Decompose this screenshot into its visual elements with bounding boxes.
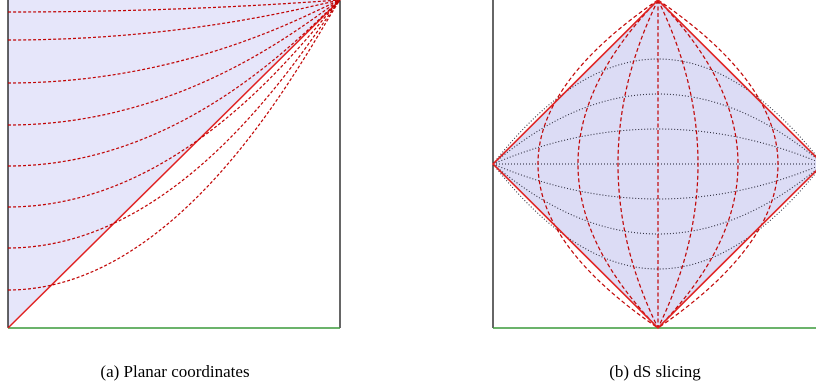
ds-diagram [491, 0, 816, 330]
dotted-curve [492, 58, 816, 165]
slice-curve [7, 0, 341, 41]
dotted-curve [492, 163, 816, 270]
horizon [491, 0, 816, 330]
planar-diagram [7, 0, 341, 329]
slice-curve [7, 0, 341, 13]
slice-curve [7, 0, 341, 208]
caption: (a) Planar coordinates [100, 362, 249, 381]
region [493, 0, 816, 328]
slice-curve [7, 0, 341, 126]
slice-curve [617, 0, 659, 329]
slice-curve [657, 0, 779, 329]
slice-curve [7, 0, 341, 249]
slice-curve [7, 0, 341, 167]
caption: (b) dS slicing [609, 362, 701, 381]
horizon [7, 0, 341, 329]
slice-curve [657, 0, 699, 329]
slice-curve [537, 0, 659, 329]
